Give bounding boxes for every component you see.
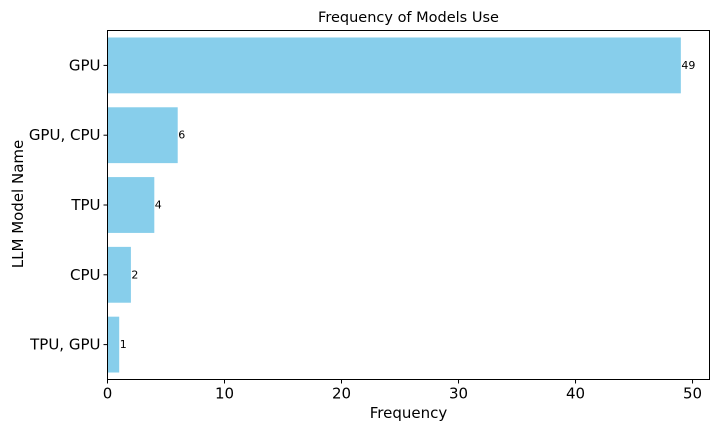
- bar-cpu: [107, 246, 131, 303]
- bars-layer: [107, 37, 681, 373]
- x-axis-label: Frequency: [370, 404, 448, 422]
- y-tick-label: TPU, GPU: [29, 336, 100, 354]
- y-tick-label: TPU: [70, 196, 100, 214]
- x-tick-label: 30: [449, 385, 468, 403]
- y-axis-label: LLM Model Name: [9, 140, 27, 268]
- y-tick-label: GPU: [69, 56, 101, 74]
- bar-tpu: [107, 177, 155, 233]
- bar-tpu-gpu: [107, 316, 120, 373]
- data-label: 4: [155, 199, 162, 212]
- data-label: 49: [681, 59, 695, 72]
- data-label: 1: [120, 338, 127, 351]
- data-label: 2: [131, 268, 138, 281]
- x-tick-label: 50: [683, 385, 702, 403]
- y-axis-ticks: GPU GPU, CPU TPU CPU TPU, GPU: [29, 56, 108, 354]
- y-tick-label: CPU: [70, 266, 101, 284]
- x-tick-label: 40: [566, 385, 585, 403]
- data-label: 6: [178, 129, 185, 142]
- x-axis-ticks: 0 10 20 30 40 50: [103, 379, 702, 403]
- bar-gpu-cpu: [107, 107, 178, 164]
- x-tick-label: 0: [103, 385, 113, 403]
- x-tick-label: 20: [332, 385, 351, 403]
- data-labels-layer: 49 6 4 2 1: [120, 59, 696, 351]
- chart-title: Frequency of Models Use: [318, 10, 499, 26]
- plot-frame: [107, 30, 710, 380]
- bar-gpu: [107, 37, 681, 94]
- y-tick-label: GPU, CPU: [29, 126, 101, 144]
- x-tick-label: 10: [215, 385, 234, 403]
